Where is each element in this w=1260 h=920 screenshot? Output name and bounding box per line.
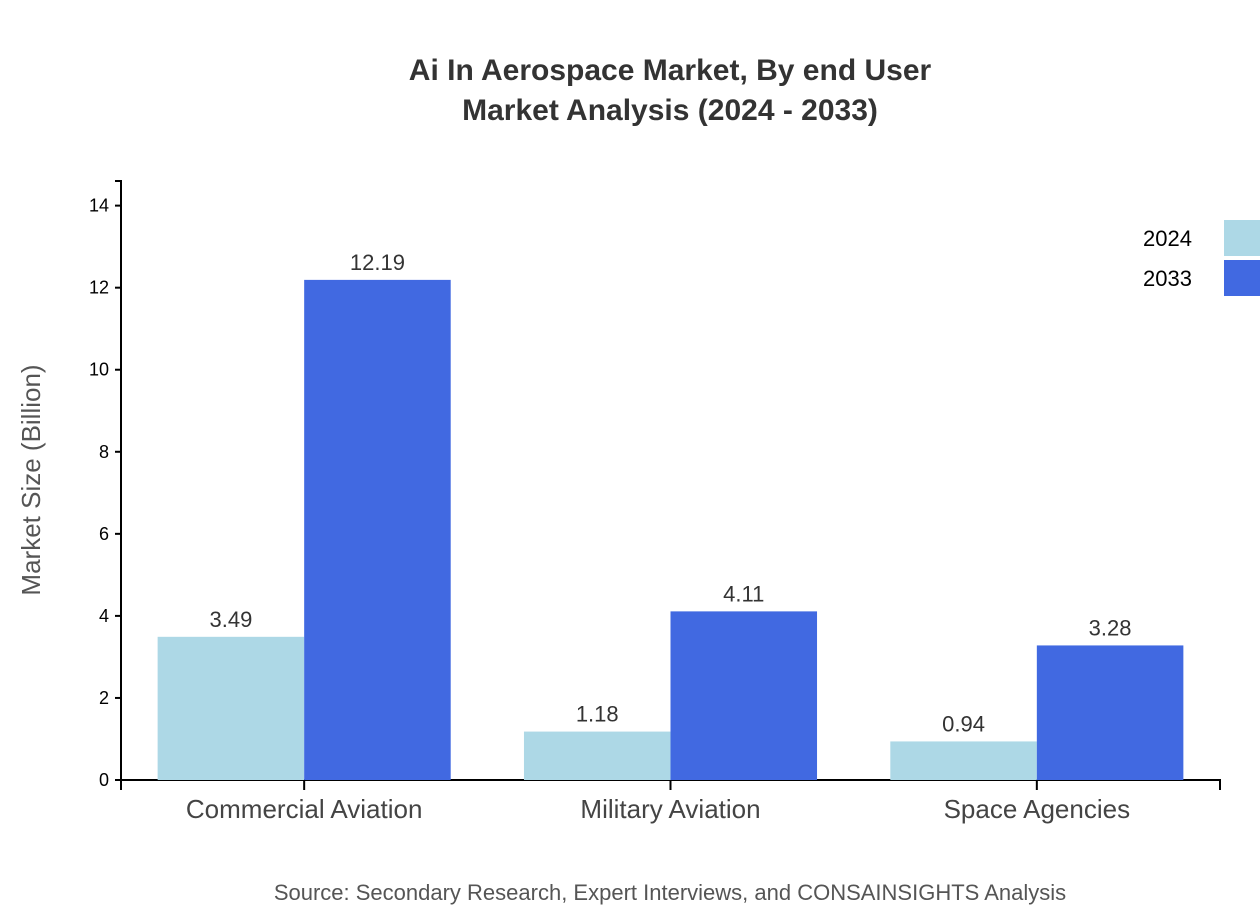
chart-title-line1: Ai In Aerospace Market, By end User — [409, 54, 932, 87]
data-label: 3.49 — [209, 607, 252, 632]
chart-title-line2: Market Analysis (2024 - 2033) — [462, 94, 878, 127]
y-tick-label: 6 — [99, 524, 109, 544]
y-tick-label: 12 — [89, 278, 109, 298]
data-label: 1.18 — [576, 702, 619, 727]
legend-label: 2024 — [1143, 226, 1192, 251]
bar-2033 — [1036, 645, 1184, 780]
bar-2033 — [670, 611, 818, 780]
y-tick-label: 10 — [89, 360, 109, 380]
x-tick-label: Space Agencies — [944, 794, 1130, 824]
y-tick-label: 0 — [99, 770, 109, 790]
legend-swatch-2033 — [1224, 260, 1260, 296]
y-axis-line — [115, 180, 122, 781]
x-axis: Commercial Aviation Military Aviation Spac… — [120, 779, 1221, 824]
x-tick-label: Military Aviation — [580, 794, 760, 824]
bar-2033 — [304, 279, 451, 780]
bar-2024 — [890, 741, 1037, 780]
data-label: 4.11 — [723, 581, 764, 606]
x-tick-label: Commercial Aviation — [186, 794, 423, 824]
y-tick-label: 8 — [99, 442, 109, 462]
legend-label: 2033 — [1143, 266, 1192, 291]
y-axis-label: Market Size (Billion) — [16, 364, 46, 595]
source-note: Source: Secondary Research, Expert Inter… — [274, 880, 1066, 905]
bar-2024 — [523, 731, 671, 780]
y-tick-label: 4 — [99, 606, 109, 626]
legend: 2024 2033 — [1143, 220, 1260, 296]
bar-2024 — [157, 636, 305, 780]
data-label: 12.19 — [350, 250, 405, 275]
data-label: 0.94 — [942, 711, 985, 736]
y-tick-label: 14 — [89, 196, 109, 216]
y-axis: 0 2 4 6 8 10 12 14 — [89, 180, 122, 790]
y-tick-label: 2 — [99, 688, 109, 708]
legend-swatch-2024 — [1224, 220, 1260, 256]
data-label: 3.28 — [1089, 615, 1132, 640]
bars: 3.49 12.19 1.18 4.11 0.94 3.28 — [157, 250, 1184, 780]
